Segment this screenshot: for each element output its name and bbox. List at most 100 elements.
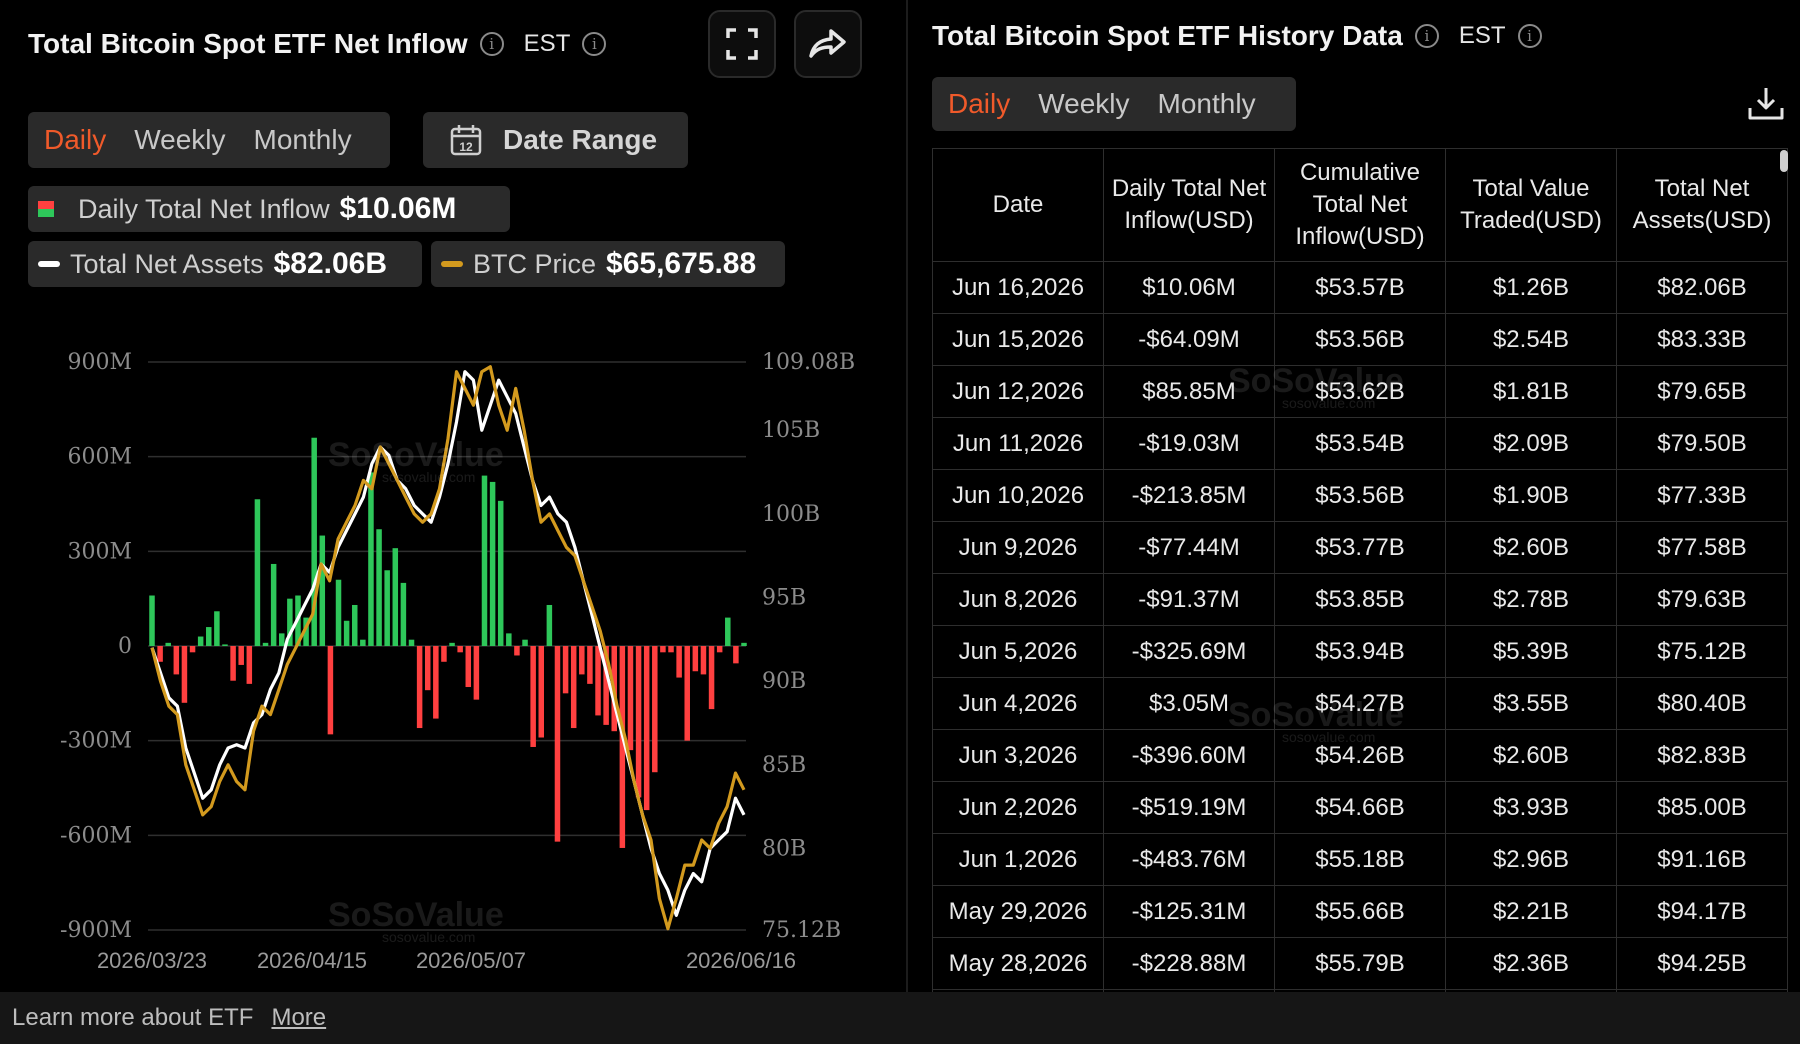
table-row[interactable]: Jun 16,2026 $10.06M $53.57B $1.26B $82.06B [932,261,1788,314]
daily-inflow-cell: -$519.19M [1103,781,1275,834]
value-traded-cell: $2.60B [1445,521,1617,574]
timezone-label: EST [1458,22,1506,49]
inflow-bar [433,646,439,719]
price-chip[interactable]: BTC Price $65,675.88 [431,241,785,287]
assets-chip[interactable]: Total Net Assets $82.06B [28,241,422,287]
daily-inflow-cell: -$325.69M [1103,625,1275,678]
net-assets-cell: $83.33B [1616,313,1788,366]
table-row[interactable]: Jun 11,2026 -$19.03M $53.54B $2.09B $79.50B [932,417,1788,470]
table-row[interactable]: Jun 9,2026 -$77.44M $53.77B $2.60B $77.58B [932,521,1788,574]
table-row[interactable]: Jun 2,2026 -$519.19M $54.66B $3.93B $85.00B [932,781,1788,834]
net-assets-cell: $82.83B [1616,729,1788,782]
cumulative-inflow-cell: $55.18B [1274,833,1446,886]
net-assets-cell: $80.40B [1616,677,1788,730]
date-cell: Jun 15,2026 [932,313,1104,366]
value-traded-cell: $1.26B [1445,261,1617,314]
inflow-bar [214,611,220,646]
inflow-bar [376,529,382,646]
inflow-bar [716,646,723,653]
cumulative-inflow-cell: $53.94B [1274,625,1446,678]
tab-weekly[interactable]: Weekly [1038,88,1130,119]
inflow-bar [546,604,553,646]
table-row[interactable]: Jun 5,2026 -$325.69M $53.94B $5.39B $75.12B [932,625,1788,678]
net-assets-cell: $77.33B [1616,469,1788,522]
date-range-label: Date Range [503,124,658,155]
column-header-cumulative-inflow[interactable]: Cumulative Total Net Inflow(USD) [1274,148,1446,262]
tab-weekly[interactable]: Weekly [134,124,226,155]
download-icon[interactable] [1746,84,1786,124]
chart-title-row: Total Bitcoin Spot ETF Net Inflow i EST … [28,24,607,64]
daily-inflow-cell: -$228.88M [1103,937,1275,990]
date-cell: Jun 9,2026 [932,521,1104,574]
more-link[interactable]: More [271,1004,327,1031]
info-icon[interactable]: i [582,32,607,56]
tab-monthly[interactable]: Monthly [1157,88,1256,119]
watermark-logo: SoSoValue sosovalue.com [1228,362,1404,411]
inflow-bar [287,598,293,646]
inflow-bar [408,639,415,646]
inflow-bar [230,646,236,681]
history-period-tabs: Daily Weekly Monthly [932,77,1296,131]
history-title-row: Total Bitcoin Spot ETF History Data i ES… [932,16,1542,56]
tab-daily[interactable]: Daily [948,88,1011,119]
table-scrollbar[interactable] [1780,150,1788,172]
inflow-bar [708,646,715,710]
daily-inflow-cell: $85.85M [1103,365,1275,418]
table-row[interactable]: Jun 1,2026 -$483.76M $55.18B $2.96B $91.16B [932,833,1788,886]
cumulative-inflow-cell: $53.56B [1274,313,1446,366]
date-range-button[interactable]: 12 Date Range [423,112,688,168]
table-row[interactable]: Jun 15,2026 -$64.09M $53.56B $2.54B $83.33B [932,313,1788,366]
inflow-bar [319,535,326,646]
daily-inflow-cell: $10.06M [1103,261,1275,314]
inflow-bar [303,617,309,646]
net-assets-cell: $77.58B [1616,521,1788,574]
inflow-bar [570,646,577,729]
table-row[interactable]: Jun 8,2026 -$91.37M $53.85B $2.78B $79.63B [932,573,1788,626]
table-row[interactable]: Jun 3,2026 -$396.60M $54.26B $2.60B $82.83B [932,729,1788,782]
inflow-bar [538,646,545,738]
left-axis-tick-label: -600M [60,823,132,848]
share-button[interactable] [794,10,862,78]
left-axis-tick-label: 900M [67,350,132,375]
info-icon[interactable]: i [1414,24,1439,48]
panel-divider [906,0,908,992]
table-row[interactable]: Jun 10,2026 -$213.85M $53.56B $1.90B $77.33B [932,469,1788,522]
price-value: $65,675.88 [606,247,757,280]
inflow-bar [643,646,650,811]
fullscreen-button[interactable] [708,10,776,78]
tab-daily[interactable]: Daily [44,124,107,155]
table-row[interactable]: May 28,2026 -$228.88M $55.79B $2.36B $94.25B [932,937,1788,990]
inflow-bar [554,646,561,842]
x-axis-tick-label: 2026/06/16 [686,948,796,973]
inflow-bar [465,646,472,688]
column-header-daily-inflow[interactable]: Daily Total Net Inflow(USD) [1103,148,1275,262]
inflow-bar [197,636,204,646]
column-header-value-traded[interactable]: Total Value Traded(USD) [1445,148,1617,262]
inflow-bar [368,472,374,646]
table-row[interactable]: Jun 4,2026 $3.05M $54.27B $3.55B $80.40B [932,677,1788,730]
inflow-chart[interactable]: 900M 600M 300M 0 -300M -600M -900M 109.08B 105B 1… [0,290,906,990]
column-header-date[interactable]: Date [932,148,1104,262]
inflow-bar [189,646,196,653]
inflow-bar [676,646,682,678]
price-label: BTC Price [473,248,597,279]
inflow-bar [246,646,253,684]
info-icon[interactable]: i [479,32,504,56]
info-icon[interactable]: i [1517,24,1542,48]
table-row[interactable]: May 29,2026 -$125.31M $55.66B $2.21B $94.17B [932,885,1788,938]
cumulative-inflow-cell: $53.56B [1274,469,1446,522]
timezone-label: EST [523,30,571,57]
column-header-net-assets[interactable]: Total Net Assets(USD) [1616,148,1788,262]
inflow-bar [254,499,261,646]
period-tabs: Daily Weekly Monthly [28,112,390,168]
value-traded-cell: $3.93B [1445,781,1617,834]
net-assets-cell: $79.65B [1616,365,1788,418]
inflow-bar [619,646,626,848]
date-cell: Jun 16,2026 [932,261,1104,314]
date-cell: Jun 2,2026 [932,781,1104,834]
table-row[interactable]: Jun 12,2026 $85.85M $53.62B $1.81B $79.65B [932,365,1788,418]
right-axis-tick-label: 95B [762,585,806,610]
inflow-bar [587,646,593,684]
tab-monthly[interactable]: Monthly [253,124,352,155]
inflow-bar [360,639,366,646]
